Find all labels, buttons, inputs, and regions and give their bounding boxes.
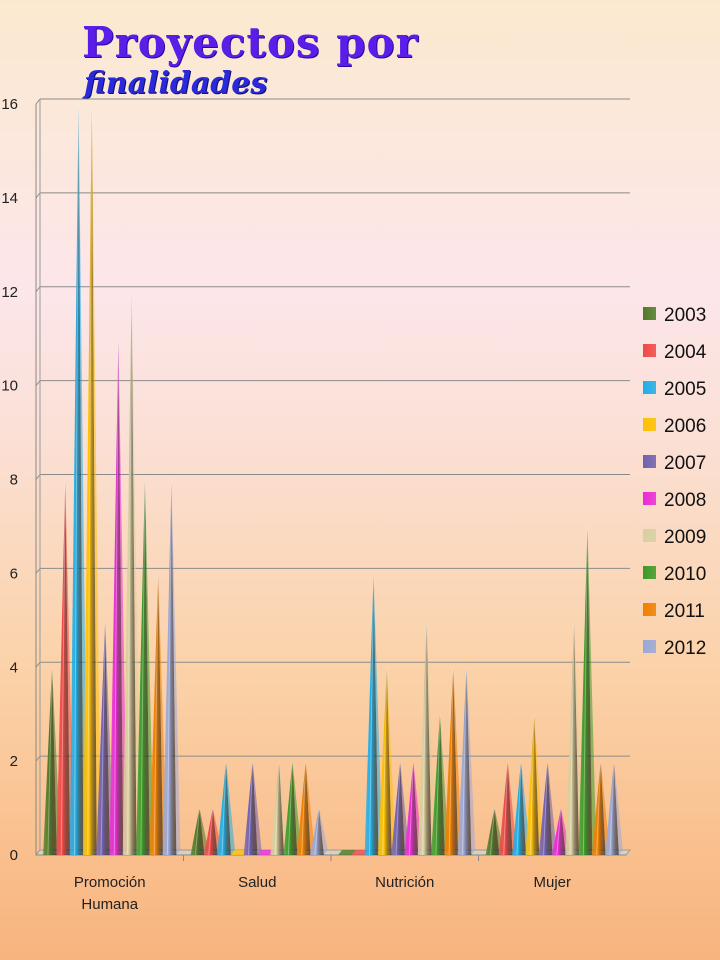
bar-promocion-humana-2009 bbox=[122, 291, 141, 856]
bar-nutricion-2005 bbox=[364, 573, 383, 856]
legend-swatch bbox=[643, 381, 656, 394]
legend-item-2007: 2007 bbox=[643, 453, 706, 474]
legend-label: 2010 bbox=[664, 564, 706, 585]
category-label-nutricion: Nutrición bbox=[375, 874, 434, 891]
legend-item-2012: 2012 bbox=[643, 638, 706, 659]
legend-item-2004: 2004 bbox=[643, 342, 707, 363]
legend-swatch bbox=[643, 566, 656, 579]
bar-nutricion-2012 bbox=[457, 667, 476, 856]
legend-item-2005: 2005 bbox=[643, 379, 706, 400]
legend-swatch bbox=[643, 529, 656, 542]
legend-label: 2003 bbox=[664, 305, 706, 326]
category-label-mujer: Mujer bbox=[533, 874, 571, 891]
legend-label: 2012 bbox=[664, 638, 706, 659]
legend-item-2003: 2003 bbox=[643, 305, 706, 326]
category-label-salud: Salud bbox=[238, 874, 276, 891]
bar-promocion-humana-2006 bbox=[82, 103, 101, 856]
legend: 2003 2004 2005 2006 2007 2008 2009 2010 2011 2012 bbox=[643, 305, 707, 659]
legend-label: 2005 bbox=[664, 379, 706, 400]
legend-label: 2007 bbox=[664, 453, 706, 474]
y-tick-label: 0 bbox=[10, 847, 18, 864]
gridlines bbox=[35, 98, 630, 856]
legend-label: 2004 bbox=[664, 342, 707, 363]
bar-salud-2008 bbox=[256, 850, 275, 855]
bar-mujer-2010 bbox=[578, 526, 597, 856]
bar-salud-2006 bbox=[230, 850, 249, 855]
legend-swatch bbox=[643, 307, 656, 320]
bar-promocion-humana-2012 bbox=[162, 479, 181, 856]
bar-nutricion-2009 bbox=[417, 620, 436, 856]
bar-salud-2012 bbox=[310, 808, 328, 856]
legend-label: 2009 bbox=[664, 527, 706, 548]
bar-nutricion-2006 bbox=[377, 667, 396, 856]
legend-swatch bbox=[643, 603, 656, 616]
bar-salud-2011 bbox=[296, 761, 315, 856]
bar-salud-2005 bbox=[217, 761, 235, 856]
y-tick-label: 16 bbox=[1, 96, 18, 113]
legend-item-2006: 2006 bbox=[643, 416, 706, 437]
y-tick-label: 8 bbox=[10, 472, 18, 489]
bar-mujer-2012 bbox=[605, 761, 623, 856]
y-tick-label: 2 bbox=[10, 753, 18, 770]
y-tick-label: 4 bbox=[10, 659, 18, 676]
chart-subtitle: finalidades bbox=[84, 66, 268, 101]
legend-swatch bbox=[643, 418, 656, 431]
legend-label: 2008 bbox=[664, 490, 706, 511]
y-tick-label: 14 bbox=[1, 190, 18, 207]
category-label-promocion-humana: Promoción Humana bbox=[74, 874, 146, 913]
axis-labels: 0 2 4 6 8 10 12 14 16 Promoción Humana Salud Nutrici… bbox=[1, 96, 571, 913]
legend-item-2010: 2010 bbox=[643, 564, 706, 585]
chart-title: Proyectos por bbox=[82, 18, 419, 67]
legend-swatch bbox=[643, 640, 656, 653]
legend-swatch bbox=[643, 455, 656, 468]
legend-item-2011: 2011 bbox=[643, 601, 705, 622]
bar-nutricion-2003 bbox=[338, 850, 356, 855]
legend-label: 2006 bbox=[664, 416, 706, 437]
bar-promocion-humana-2010 bbox=[136, 479, 154, 856]
y-tick-label: 10 bbox=[1, 378, 18, 395]
legend-swatch bbox=[643, 492, 656, 505]
legend-item-2008: 2008 bbox=[643, 490, 706, 511]
legend-item-2009: 2009 bbox=[643, 527, 706, 548]
y-tick-label: 12 bbox=[1, 284, 18, 301]
bars bbox=[43, 103, 623, 856]
y-tick-label: 6 bbox=[10, 565, 18, 582]
legend-swatch bbox=[643, 344, 656, 357]
legend-label: 2011 bbox=[664, 601, 705, 622]
bar-salud-2007 bbox=[243, 761, 262, 856]
bar-mujer-2007 bbox=[538, 761, 557, 856]
bar-mujer-2006 bbox=[525, 714, 544, 856]
